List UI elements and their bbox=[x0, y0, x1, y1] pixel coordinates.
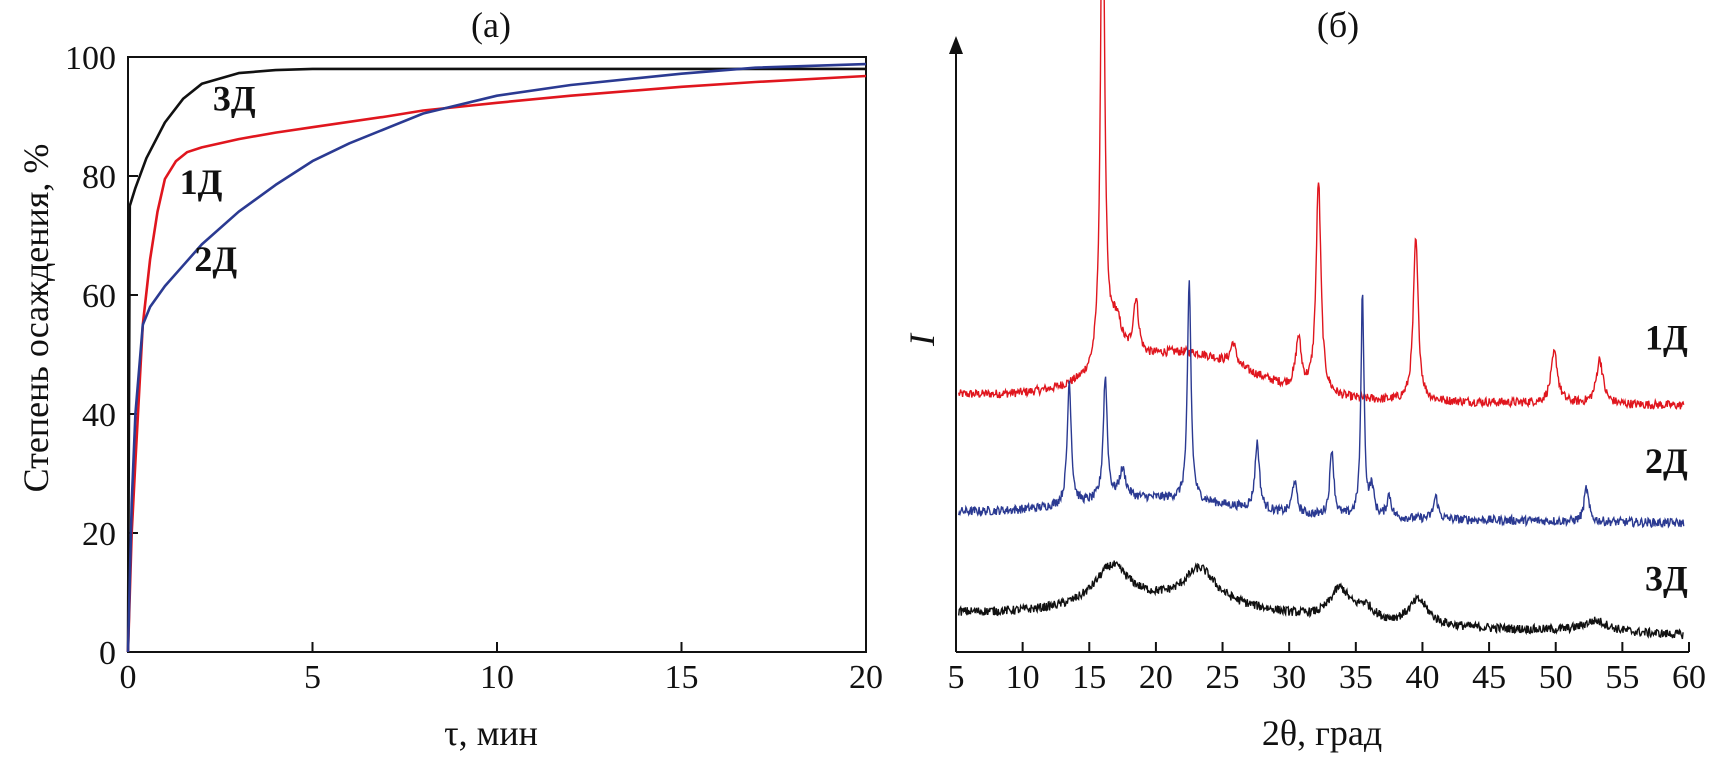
panel-a-series-line-0 bbox=[126, 67, 866, 653]
panel-a-y-tick-label: 40 bbox=[82, 397, 116, 434]
panel-b-x-tick-label: 60 bbox=[1672, 659, 1706, 696]
panel-b-x-tick-label: 55 bbox=[1605, 659, 1639, 696]
panel-b-y-axis-title: I bbox=[902, 332, 942, 347]
panel-a-series-line-2 bbox=[126, 62, 867, 653]
panel-a-series bbox=[126, 62, 867, 653]
panel-b-series-line-2 bbox=[958, 560, 1684, 640]
panel-a-plot-frame bbox=[127, 56, 867, 653]
panel-a-chart: (а) Степень осаждения, % τ, мин 0 5 10 15 20… bbox=[16, 5, 883, 753]
panel-a-curve-label: 3Д bbox=[213, 79, 256, 119]
panel-b-series-line-1 bbox=[958, 280, 1685, 529]
panel-b-curve-labels: 1Д 2Д 3Д bbox=[1645, 318, 1688, 599]
panel-a-y-axis-title: Степень осаждения, % bbox=[16, 144, 56, 493]
panel-b-curve-label: 1Д bbox=[1645, 318, 1688, 358]
panel-a-curve-labels: 3Д 1Д 2Д bbox=[180, 79, 256, 280]
panel-b-axes: 5 10 15 20 25 30 35 40 45 50 55 60 bbox=[948, 36, 1706, 696]
panel-a-x-tick-label: 10 bbox=[480, 659, 514, 696]
panel-a-x-axis-title: τ, мин bbox=[444, 713, 538, 753]
panel-b-x-tick-label: 45 bbox=[1472, 659, 1506, 696]
panel-b-curve-label: 3Д bbox=[1645, 558, 1688, 598]
panel-b-label: (б) bbox=[1317, 5, 1359, 45]
panel-a-x-tick-label: 5 bbox=[304, 659, 321, 696]
panel-b-curve-label: 2Д bbox=[1645, 441, 1688, 481]
panel-a-curve-label: 1Д bbox=[180, 162, 223, 202]
panel-a-curve-label: 2Д bbox=[194, 239, 237, 279]
panel-b-x-tick-label: 15 bbox=[1072, 659, 1106, 696]
panel-a-y-tick-label: 60 bbox=[82, 278, 116, 315]
panel-b-x-tick-label: 25 bbox=[1206, 659, 1240, 696]
panel-b-y-axis-arrow bbox=[949, 36, 963, 54]
panel-b-x-tick-label: 20 bbox=[1139, 659, 1173, 696]
panel-a-y-tick-label: 0 bbox=[99, 635, 116, 672]
panel-b-series-line-0 bbox=[958, 0, 1685, 410]
panel-b-x-tick-label: 30 bbox=[1272, 659, 1306, 696]
panel-a-y-tick-label: 100 bbox=[65, 40, 116, 77]
panel-b-chart: (б) I 2θ, град 5 10 15 20 25 30 35 40 45 50 55 60 1… bbox=[902, 0, 1706, 753]
panel-a-x-tick-label: 20 bbox=[849, 659, 883, 696]
panel-b-x-tick-label: 10 bbox=[1006, 659, 1040, 696]
panel-a-axes: 0 5 10 15 20 0 20 40 60 80 100 bbox=[65, 40, 883, 696]
panel-a-label: (а) bbox=[471, 5, 511, 45]
panel-a-y-tick-label: 20 bbox=[82, 516, 116, 553]
panel-a-y-tick-label: 80 bbox=[82, 159, 116, 196]
panel-a-x-tick-label: 15 bbox=[665, 659, 699, 696]
panel-a-x-tick-label: 0 bbox=[120, 659, 137, 696]
panel-b-x-tick-label: 50 bbox=[1539, 659, 1573, 696]
panel-b-x-axis-title: 2θ, град bbox=[1262, 713, 1382, 753]
panel-b-series bbox=[958, 0, 1685, 640]
panel-b-x-tick-label: 40 bbox=[1405, 659, 1439, 696]
panel-a-series-line-1 bbox=[126, 74, 867, 653]
panel-b-x-tick-label: 5 bbox=[948, 659, 965, 696]
panel-b-x-tick-label: 35 bbox=[1339, 659, 1373, 696]
